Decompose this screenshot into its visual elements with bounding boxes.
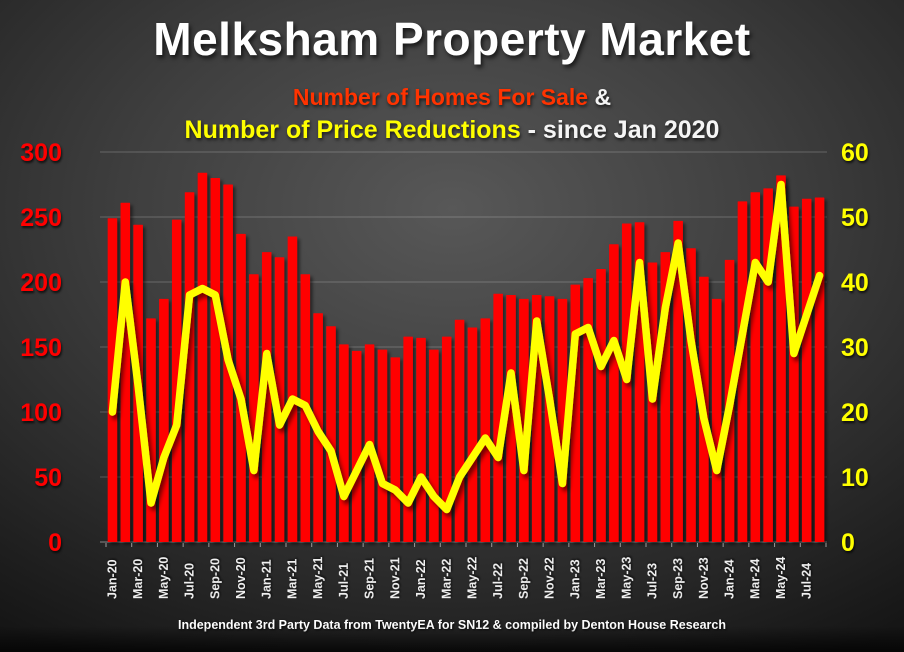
bar-Jan-22 — [416, 337, 426, 542]
bar-Apr-22 — [454, 319, 465, 542]
x-axis-label-Sep-22: Sep-22 — [517, 558, 531, 599]
bar-Apr-23 — [609, 244, 619, 543]
right-axis-label-20: 20 — [841, 399, 869, 427]
subtitle-suffix: - since Jan 2020 — [520, 116, 720, 144]
x-axis-label-Jul-24: Jul-24 — [800, 563, 814, 599]
bar-Aug-22 — [506, 295, 516, 542]
bar-Mar-22 — [441, 336, 452, 542]
bar-Dec-20 — [249, 274, 259, 542]
x-axis-label-Jan-23: Jan-23 — [568, 559, 582, 599]
bar-Jul-24 — [801, 198, 812, 543]
homes-for-sale-bars — [107, 172, 825, 543]
bar-Sep-20 — [210, 178, 221, 542]
x-axis-label-Sep-20: Sep-20 — [208, 558, 222, 599]
bar-Jul-22 — [493, 293, 503, 542]
x-axis-label-Jan-22: Jan-22 — [414, 559, 428, 599]
left-axis-label-50: 50 — [34, 464, 62, 492]
bar-Aug-21 — [351, 350, 362, 542]
x-axis-label-Jan-21: Jan-21 — [260, 559, 274, 599]
x-axis-label-May-24: May-24 — [774, 557, 788, 599]
x-axis-label-Jul-23: Jul-23 — [645, 563, 659, 599]
x-axis-label-Mar-21: Mar-21 — [285, 559, 299, 599]
price-reductions-line — [108, 180, 824, 514]
x-axis-label-Nov-21: Nov-21 — [388, 557, 402, 599]
x-axis-label-May-21: May-21 — [311, 557, 325, 599]
bar-Feb-21 — [274, 257, 285, 542]
x-axis-label-Jul-21: Jul-21 — [337, 563, 351, 599]
left-axis-labels: 300 250 200 150 100 50 0 — [20, 139, 62, 557]
bar-Aug-24 — [814, 197, 825, 542]
bar-Feb-24 — [737, 201, 748, 542]
right-axis-label-60: 60 — [841, 139, 869, 167]
left-axis-label-0: 0 — [48, 529, 62, 557]
bar-Nov-21 — [390, 357, 401, 542]
page-title: Melksham Property Market — [153, 13, 751, 65]
left-axis-label-100: 100 — [20, 399, 62, 427]
x-axis-label-Mar-22: Mar-22 — [440, 559, 454, 599]
x-axis-label-Sep-21: Sep-21 — [363, 558, 377, 599]
x-axis-label-Nov-23: Nov-23 — [697, 557, 711, 599]
bar-Sep-23 — [673, 220, 683, 542]
bar-Apr-20 — [146, 318, 156, 542]
bar-Jun-21 — [326, 326, 336, 542]
subtitle-homes-for-sale: Number of Homes For Sale & — [0, 84, 904, 111]
bar-Jun-20 — [171, 219, 182, 542]
bar-Aug-20 — [197, 172, 208, 543]
left-axis-label-250: 250 — [20, 204, 62, 232]
x-axis-label-Mar-24: Mar-24 — [748, 559, 762, 599]
bar-Mar-23 — [596, 269, 606, 542]
x-axis-ticks — [105, 543, 827, 547]
x-axis-label-Sep-23: Sep-23 — [671, 558, 685, 599]
right-axis-label-10: 10 — [841, 464, 869, 492]
x-axis-label-Jan-20: Jan-20 — [105, 559, 119, 599]
x-axis-label-Jul-20: Jul-20 — [183, 563, 197, 599]
right-axis-label-30: 30 — [841, 334, 869, 362]
legend-homes-for-sale-label: Number of Homes For Sale — [292, 84, 589, 110]
attribution-footer: Independent 3rd Party Data from TwentyEA… — [177, 618, 727, 632]
x-axis-label-Jul-22: Jul-22 — [491, 563, 505, 599]
x-axis-label-May-23: May-23 — [620, 557, 634, 599]
left-axis-label-300: 300 — [20, 139, 62, 167]
x-axis-label-Jan-24: Jan-24 — [723, 559, 737, 599]
bar-May-22 — [467, 327, 478, 542]
right-axis-labels: 60 50 40 30 20 10 0 — [841, 139, 869, 557]
x-axis-label-Nov-22: Nov-22 — [543, 557, 557, 599]
bar-Jun-24 — [789, 206, 799, 542]
bar-Dec-23 — [711, 298, 722, 542]
legend-price-reductions-label: Number of Price Reductions — [184, 116, 521, 144]
bar-Jul-20 — [184, 192, 195, 543]
bar-Feb-22 — [429, 349, 439, 542]
x-axis-label-Mar-23: Mar-23 — [594, 559, 608, 599]
bar-Jan-21 — [261, 252, 272, 542]
bar-Feb-23 — [583, 278, 593, 542]
x-axis-label-Mar-20: Mar-20 — [131, 559, 145, 599]
bar-Feb-20 — [120, 202, 131, 542]
x-axis-labels: Jan-20 Mar-20 May-20 Jul-20 Sep-20 Nov-20 Jan-… — [105, 557, 813, 599]
bar-Dec-21 — [403, 336, 413, 542]
bar-Jun-22 — [480, 318, 491, 542]
bar-Jul-21 — [339, 344, 349, 542]
bar-May-24 — [776, 175, 786, 542]
subtitle-price-reductions: Number of Price Reductions - since Jan 2… — [0, 116, 904, 145]
left-axis-label-200: 200 — [20, 269, 62, 297]
x-axis-label-May-22: May-22 — [465, 557, 479, 599]
x-axis-label-May-20: May-20 — [157, 557, 171, 599]
right-axis-label-50: 50 — [841, 204, 869, 232]
bar-Mar-24 — [750, 192, 761, 543]
subtitle-ampersand: & — [588, 84, 612, 110]
bar-Oct-21 — [377, 349, 388, 542]
bar-Mar-21 — [287, 236, 298, 542]
x-axis-label-Nov-20: Nov-20 — [234, 557, 248, 599]
left-axis-label-150: 150 — [20, 334, 62, 362]
bar-May-20 — [159, 298, 169, 542]
right-axis-label-0: 0 — [841, 529, 855, 557]
right-axis-label-40: 40 — [841, 269, 869, 297]
bar-Sep-22 — [519, 298, 529, 542]
